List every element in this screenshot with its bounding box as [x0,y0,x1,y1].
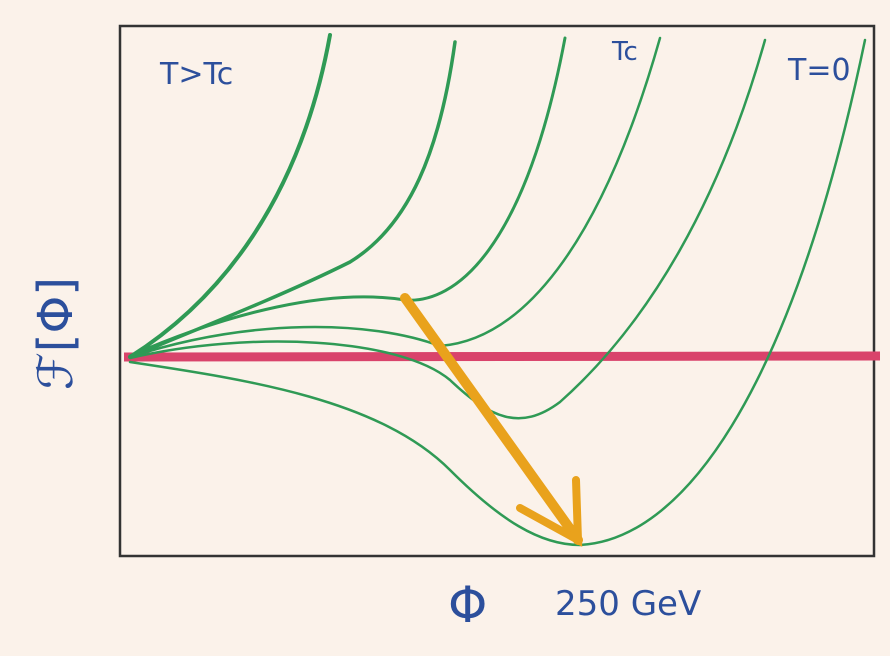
curve-label: T=0 [787,53,851,88]
x-marker-label: 250 GeV [555,584,701,624]
free-energy-sketch: T>Tc Tc T=0 ℱ[Φ] Φ 250 GeV [0,0,890,656]
curve-label: T>Tc [159,57,233,92]
x-axis-label: Φ [448,576,487,634]
y-axis-label: ℱ[Φ] [28,277,84,390]
curve-label: Tc [611,37,638,67]
zero-line [124,356,880,357]
